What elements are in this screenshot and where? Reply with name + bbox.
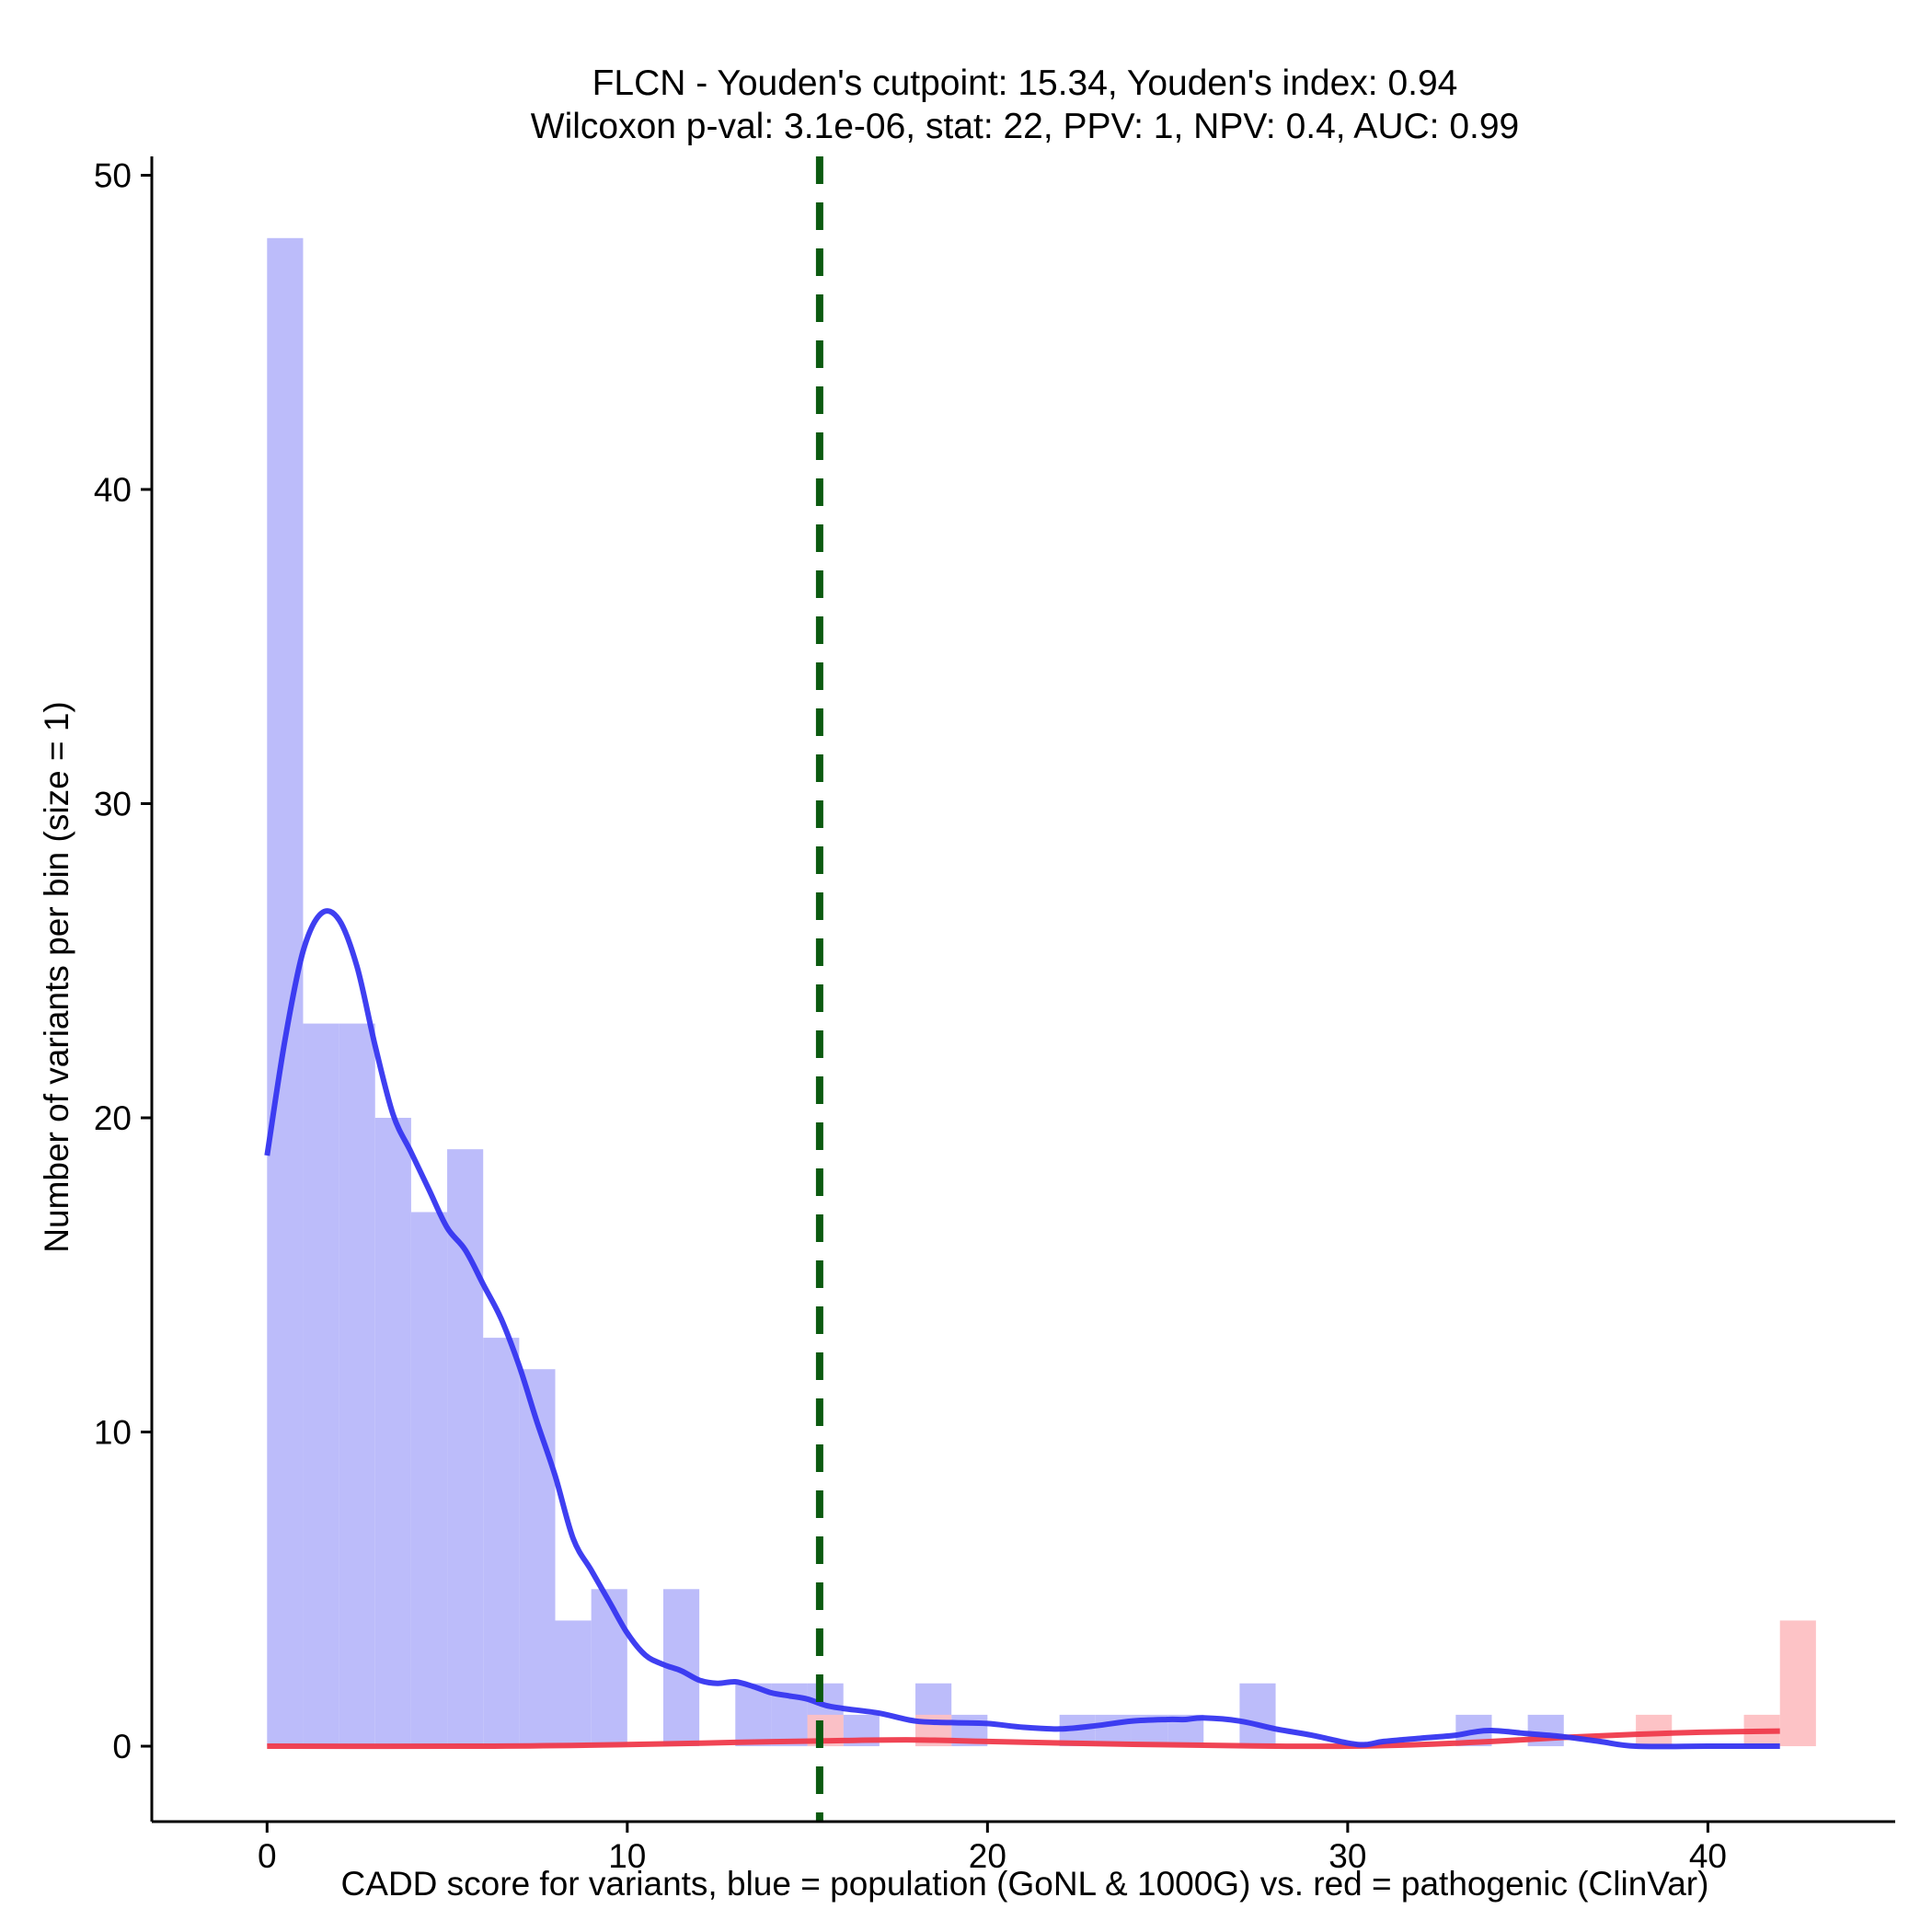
x-tick-label: 0 — [258, 1837, 277, 1875]
y-axis-ticks: 0 10 20 30 40 50 — [94, 156, 152, 1765]
pathogenic-bar — [1779, 1620, 1816, 1747]
population-bar — [339, 1023, 375, 1747]
chart-title-line-1: FLCN - Youden's cutpoint: 15.34, Youden'… — [592, 63, 1458, 103]
x-tick-label: 10 — [608, 1837, 646, 1875]
density-curves — [264, 908, 1780, 1750]
chart-title-line-2: Wilcoxon p-val: 3.1e-06, stat: 22, PPV: … — [531, 107, 1519, 146]
population-bar — [303, 1023, 339, 1747]
axes — [150, 156, 1895, 1823]
population-bar — [735, 1683, 772, 1747]
population-bar — [374, 1118, 411, 1747]
population-bar — [267, 237, 304, 1747]
y-tick-label: 0 — [112, 1728, 132, 1765]
y-tick-label: 50 — [94, 156, 132, 194]
x-axis-ticks: 0 10 20 30 40 — [258, 1822, 1727, 1875]
population-bar — [591, 1589, 627, 1747]
y-tick-label: 20 — [94, 1099, 132, 1137]
population-density-line — [264, 908, 1780, 1750]
y-tick-label: 30 — [94, 786, 132, 823]
x-axis-label: CADD score for variants, blue = populati… — [341, 1865, 1709, 1903]
population-bar — [410, 1212, 448, 1747]
population-bars — [267, 237, 1564, 1747]
x-tick-label: 40 — [1689, 1837, 1727, 1875]
y-axis-label: Number of variants per bin (size = 1) — [38, 701, 75, 1252]
x-tick-label: 30 — [1328, 1837, 1366, 1875]
population-bar — [483, 1338, 520, 1747]
y-tick-label: 10 — [94, 1414, 132, 1452]
population-bar — [519, 1369, 556, 1747]
x-tick-label: 20 — [969, 1837, 1006, 1875]
population-bar — [555, 1620, 592, 1747]
population-bar — [1239, 1683, 1276, 1747]
y-tick-label: 40 — [94, 471, 132, 509]
